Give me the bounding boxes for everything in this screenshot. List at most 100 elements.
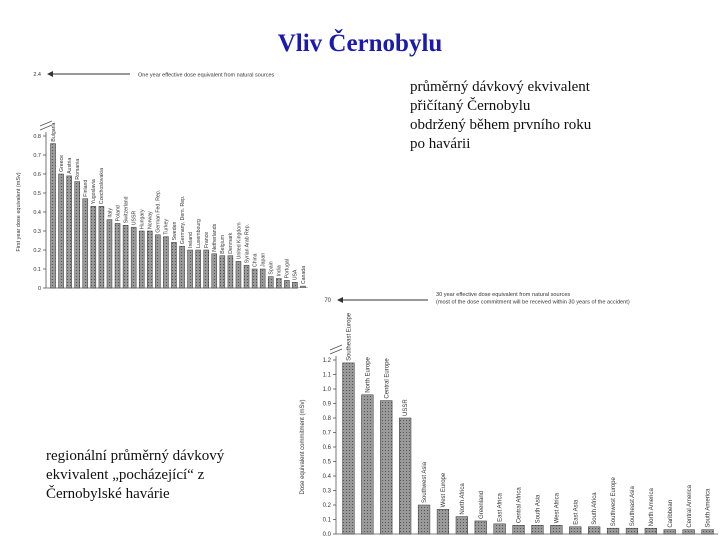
bar-category-label: Caribbean [668,500,674,528]
bar-14 [163,236,169,289]
bar-category-label: Luxembourg [196,219,202,248]
bar-19 [701,529,714,535]
bar-3 [399,417,412,535]
caption-first-year-dose: průměrný dávkový ekvivalent přičítaný Če… [410,79,592,152]
bar-21 [219,255,226,289]
bar-category-label: Austria [67,158,73,174]
y-tick-label: 1.1 [323,373,332,379]
bar-category-label: South Asia [536,494,542,523]
bar-8 [114,223,121,289]
bar-10 [531,525,544,535]
bar-20 [211,253,218,289]
y-axis-label: Dose equivalent commitment (mSv) [300,399,306,494]
bar-category-label: Hungary [140,209,146,229]
bar-3 [74,181,80,289]
y-tick-label: 0.3 [33,229,41,235]
bar-category-label: Southwest Europe [611,477,617,527]
bar-category-label: East Africa [498,493,504,522]
bar-9 [122,225,129,289]
bar-26 [259,268,266,289]
y-tick-label: 0.4 [323,474,332,480]
bar-category-label: Portugal [285,259,291,278]
bar-category-label: West Europe [441,472,447,507]
bar-category-label: Poland [115,205,121,221]
caption-regional-dose: regionální průměrný dávkový ekvivalent „… [46,448,225,502]
bar-13 [588,526,601,535]
bar-category-label: Southwest Asia [422,461,428,503]
chart-first-year-dose: 0.8 0.7 0.6 0.5 0.4 0.3 0.2 0.1 0 2.4 One year eff… [10,66,310,294]
bar-24 [243,264,250,289]
y-tick-label: 0.1 [323,518,332,524]
bar-15 [171,242,177,289]
bar-category-label: Greece [59,155,65,172]
bar-category-label: USSR [403,399,409,416]
bar-4 [82,198,89,289]
chart-regional-dose: 1.2 1.1 1.0 0.9 0.8 0.7 0.6 0.5 0.4 0.3 0.2 0.1 0.0 7… [298,288,720,540]
bar-category-label: Ireland [188,232,194,248]
bar-category-label: Yugoslavia [91,179,97,204]
y-tick-label: 0.9 [323,402,332,408]
bar-2 [380,400,393,535]
bar-category-label: USSR [131,211,137,226]
y-tick-label: 0.6 [33,172,41,178]
bar-category-label: Southeast Asia [630,486,636,527]
reference-arrowhead [337,297,343,303]
bar-10 [130,226,137,289]
bar-category-label: Spain [269,261,275,274]
bar-category-label: Romania [75,159,81,180]
bar-category-label: North Europe [365,356,371,392]
bar-9 [512,525,525,535]
bar-category-label: Canada [301,266,307,284]
reference-arrowhead [47,71,53,77]
bar-25 [251,268,258,289]
bar-category-label: Bulgaria [51,122,57,141]
bar-category-label: West Africa [554,492,560,523]
bar-27 [267,276,274,289]
y-tick-label: 0.1 [33,267,41,273]
y-tick-label: 1.2 [323,358,332,364]
y-axis-label: First year dose equivalent (mSv) [16,172,22,251]
y-tick-label: 0.7 [33,153,41,159]
y-tick-label: 0.2 [33,248,41,254]
bar-12 [569,526,582,535]
bar-6 [455,516,468,535]
bar-category-label: South Africa [592,492,598,525]
bar-category-label: Turkey [164,219,170,235]
bar-12 [147,230,153,289]
axis-break-mark [39,120,53,131]
bar-category-label: Finland [83,180,89,197]
bar-category-label: France [204,232,210,248]
bar-category-label: Southeast Europe [347,312,353,361]
bar-0 [50,143,56,289]
bar-11 [138,230,145,289]
reference-value-label: 2.4 [33,72,41,78]
bar-category-label: Central America [687,484,693,527]
y-tick-label: 0.7 [323,431,332,437]
bar-category-label: Italy [107,208,113,218]
bar-28 [276,278,282,289]
bar-category-label: Syrian Arab Rep. [244,224,250,263]
bar-16 [179,245,185,289]
bar-17 [187,249,193,289]
bar-7 [106,219,113,289]
bar-category-label: China [252,253,258,267]
bar-category-label: Greenland [479,491,485,519]
y-tick-label: 0 [38,286,41,292]
y-tick-label: 0.5 [33,191,41,197]
bar-15 [625,527,639,535]
bar-16 [644,527,657,535]
bar-22 [227,255,234,289]
bar-11 [550,525,563,535]
bar-category-label: Norway [148,211,154,229]
bar-5 [436,509,450,535]
bar-19 [203,249,209,289]
bar-5 [90,206,97,289]
bar-category-label: Germany, Dem. Rep. [180,196,186,245]
bar-category-label: Sweden [172,222,178,241]
y-tick-label: 0.2 [323,503,332,509]
bar-category-label: Denmark [228,232,234,253]
bar-17 [663,529,676,535]
bar-category-label: USA [293,269,299,280]
bar-29 [284,280,290,289]
y-tick-label: 0.6 [323,445,332,451]
